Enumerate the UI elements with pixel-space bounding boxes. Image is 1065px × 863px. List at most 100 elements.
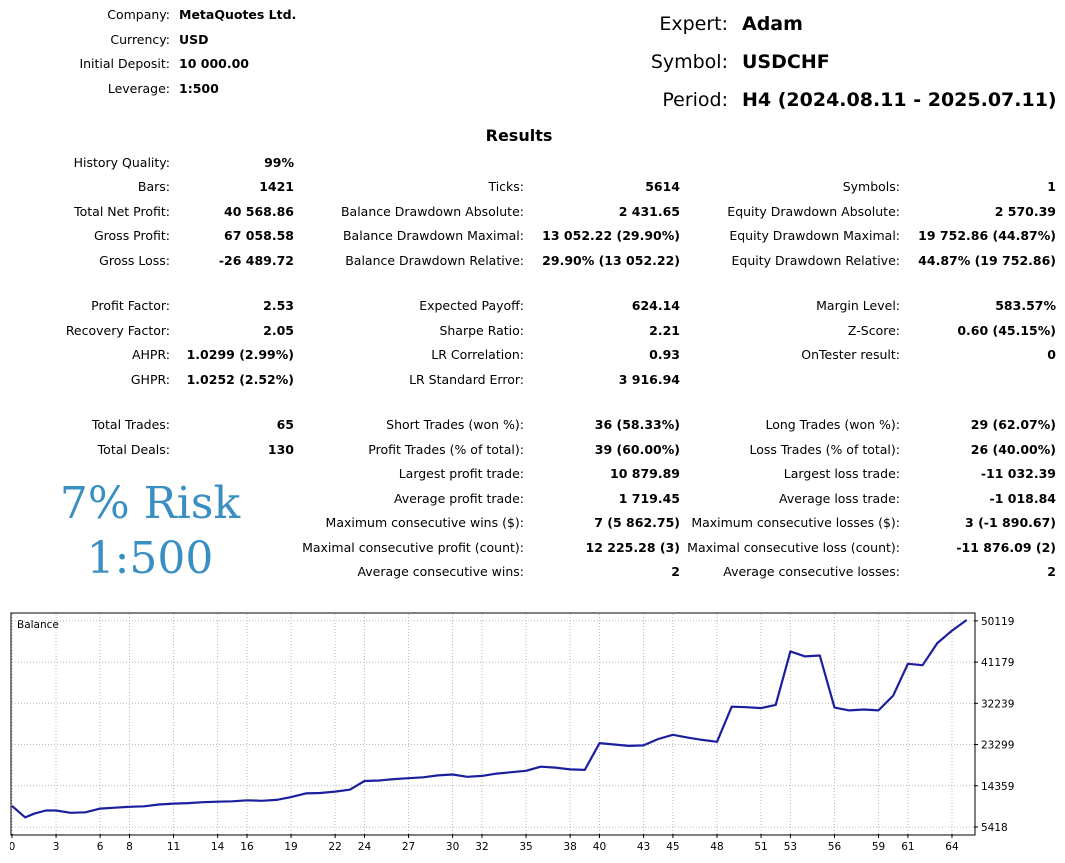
x-tick-label: 0 [10,841,15,853]
x-tick-label: 14 [211,841,225,853]
stat-value: 2.53 [263,298,294,313]
stat-value: 99% [264,155,294,170]
stat-value: 2 [671,564,680,579]
stat-label: LR Standard Error: [409,372,524,387]
y-tick-label: 23299 [981,740,1014,752]
stat-label: Recovery Factor: [65,323,170,338]
stat-label: AHPR: [131,347,170,362]
stat-value: -11 032.39 [980,466,1056,481]
stat-label: OnTester result: [801,347,900,362]
stat-label: Equity Drawdown Relative: [731,253,900,268]
stat-label: LR Correlation: [431,347,524,362]
stat-value: -11 876.09 (2) [956,540,1056,555]
stat-label: Average loss trade: [779,491,900,506]
x-tick-label: 8 [126,841,133,853]
stat-label: Largest loss trade: [783,466,900,481]
stat-value: -1 018.84 [989,491,1056,506]
y-tick-label: 5418 [981,822,1008,834]
x-tick-label: 11 [167,841,180,853]
x-tick-label: 40 [593,841,606,853]
stat-label: Maximal consecutive profit (count): [302,540,524,555]
stat-value: 19 752.86 (44.87%) [918,228,1056,243]
stat-label: Average profit trade: [393,491,524,506]
x-tick-label: 43 [637,841,650,853]
stat-value: 26 (40.00%) [970,442,1056,457]
currency-value: USD [179,32,209,47]
stat-label: Profit Trades (% of total): [368,442,524,457]
stat-label: Long Trades (won %): [765,417,900,432]
initial-deposit-value: 10 000.00 [179,56,249,71]
stat-value: 65 [276,417,294,432]
stat-label: Maximal consecutive loss (count): [687,540,900,555]
stat-label: Expected Payoff: [419,298,524,313]
x-tick-label: 59 [872,841,885,853]
stat-value: 624.14 [631,298,680,313]
x-tick-label: 27 [402,841,415,853]
stat-label: Bars: [137,179,170,194]
risk-overlay-line2: 1:500 [86,533,214,584]
stat-value: 5614 [645,179,680,194]
stat-value: 130 [267,442,294,457]
stat-label: Average consecutive wins: [357,564,524,579]
leverage-value: 1:500 [179,81,219,96]
stat-label: Equity Drawdown Absolute: [727,204,900,219]
chart-title: Balance [17,619,59,631]
stat-value: 12 225.28 (3) [585,540,680,555]
stat-label: Gross Profit: [93,228,170,243]
x-tick-label: 56 [828,841,842,853]
y-tick-label: 14359 [981,781,1014,793]
stat-value: 0.60 (45.15%) [957,323,1056,338]
stat-value: 0 [1047,347,1056,362]
stat-value: 0.93 [649,347,680,362]
stat-label: History Quality: [73,155,170,170]
x-tick-label: 53 [784,841,797,853]
stat-value: 36 (58.33%) [594,417,680,432]
x-tick-label: 24 [358,841,372,853]
stat-label: Loss Trades (% of total): [749,442,900,457]
stat-label: Balance Drawdown Maximal: [342,228,524,243]
period-label: Period: [662,89,728,111]
period-value: H4 (2024.08.11 - 2025.07.11) [742,89,1057,111]
x-tick-label: 45 [666,841,679,853]
results-title: Results [485,126,553,145]
stat-value: 29.90% (13 052.22) [542,253,680,268]
stat-value: 1.0252 (2.52%) [186,372,294,387]
stat-value: 3 916.94 [618,372,680,387]
currency-label: Currency: [110,32,170,47]
stat-label: Ticks: [488,179,524,194]
y-tick-label: 50119 [981,616,1014,628]
x-tick-label: 38 [563,841,576,853]
x-tick-label: 3 [53,841,60,853]
risk-overlay-line1: 7% Risk [59,478,241,529]
leverage-label: Leverage: [107,81,170,96]
stat-label: Balance Drawdown Relative: [345,253,524,268]
x-tick-label: 22 [328,841,341,853]
company-label: Company: [107,7,170,22]
stat-value: 2 431.65 [618,204,680,219]
x-tick-label: 32 [475,841,488,853]
x-tick-label: 48 [710,841,723,853]
stat-label: Z-Score: [847,323,900,338]
stat-value: 39 (60.00%) [594,442,680,457]
stat-label: Sharpe Ratio: [439,323,524,338]
stat-value: 1 719.45 [618,491,680,506]
y-tick-label: 41179 [981,657,1014,669]
stat-label: Gross Loss: [99,253,170,268]
stat-value: 2.21 [649,323,680,338]
stat-value: 40 568.86 [224,204,294,219]
x-tick-label: 19 [284,841,297,853]
stat-value: 1421 [259,179,294,194]
x-tick-label: 51 [754,841,767,853]
stat-label: Balance Drawdown Absolute: [340,204,524,219]
stat-label: Total Net Profit: [74,204,170,219]
stat-value: -26 489.72 [218,253,294,268]
stat-value: 67 058.58 [224,228,294,243]
stat-value: 13 052.22 (29.90%) [542,228,680,243]
x-tick-label: 30 [446,841,459,853]
stat-value: 44.87% (19 752.86) [918,253,1056,268]
stat-label: Maximum consecutive losses ($): [691,515,900,530]
x-tick-label: 35 [519,841,532,853]
stat-label: Equity Drawdown Maximal: [729,228,900,243]
